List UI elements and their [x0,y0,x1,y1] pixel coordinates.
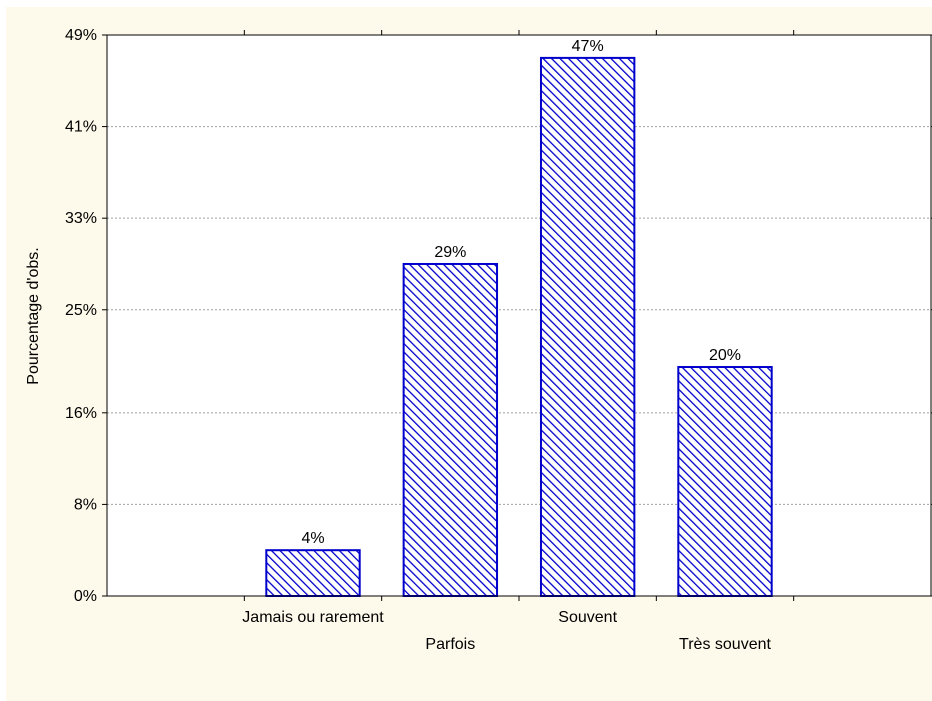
bar [402,262,499,597]
y-tick-label: 41% [65,119,97,136]
x-category-label: Très souvent [679,636,771,653]
y-tick-label: 25% [65,302,97,319]
x-category-label: Jamais ou rarement [242,609,384,626]
data-label: 29% [434,244,466,261]
data-label: 4% [301,530,324,547]
x-category-label: Souvent [558,609,617,626]
plot-area [107,35,931,596]
data-label: 47% [572,38,604,55]
bars [265,56,773,598]
y-tick-label: 0% [74,588,97,605]
bar [265,549,361,598]
axis-labels: 0% 8% 16% 25% 33% 41% 49% 4% Jamais ou rarement 2… [65,27,772,653]
y-tick-label: 49% [65,27,97,44]
data-label: 20% [709,347,741,364]
gridlines [107,126,931,505]
y-tick-label: 33% [65,210,97,227]
y-tick-label: 8% [74,496,97,513]
x-category-label: Parfois [425,636,475,653]
y-axis-title: Pourcentage d'obs. [25,247,42,384]
bar [677,366,773,598]
bar [539,56,636,598]
y-tick-label: 16% [65,405,97,422]
axis-ticks [102,30,932,601]
